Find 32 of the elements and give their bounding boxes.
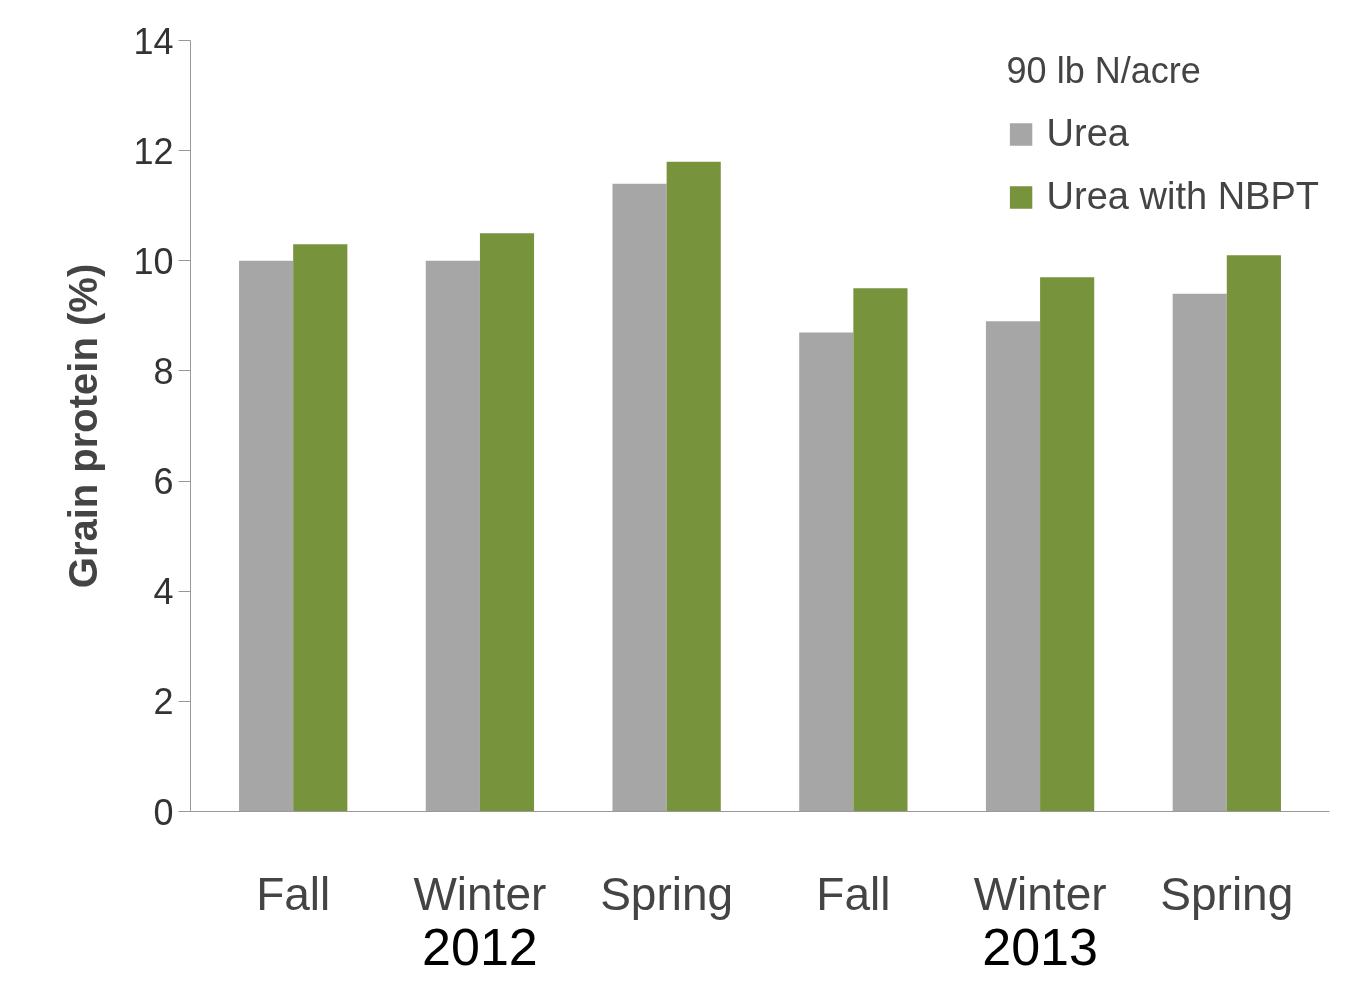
bar: [239, 260, 294, 812]
y-tick-label: 14: [133, 20, 174, 62]
x-tick-label: Fall: [256, 867, 331, 920]
y-axis-title: Grain protein (%): [61, 263, 106, 589]
bar: [612, 183, 667, 812]
x-tick-label: Fall: [816, 867, 891, 920]
y-tick-label: 12: [133, 130, 174, 172]
bar: [425, 260, 480, 812]
x-tick-label: Spring: [1160, 867, 1294, 920]
y-tick-label: 8: [153, 350, 174, 392]
bar: [666, 161, 721, 812]
legend-label: Urea with NBPT: [1046, 175, 1319, 218]
bar: [1172, 293, 1227, 812]
bar: [799, 332, 854, 812]
bar: [985, 321, 1041, 812]
text: 2013: [982, 917, 1098, 976]
bar: [293, 244, 348, 812]
bar: [1226, 255, 1281, 812]
legend-title: 90 lb N/acre: [1006, 50, 1202, 92]
bar: [1040, 277, 1095, 812]
bar: [479, 233, 535, 812]
y-tick-label: 2: [153, 681, 174, 723]
x-tick-label: Winter: [413, 867, 547, 920]
x-tick-label: Winter: [973, 867, 1107, 920]
bar: [853, 288, 908, 812]
x-tick-label: Spring: [600, 867, 734, 920]
y-tick-label: 6: [153, 461, 174, 503]
y-tick-label: 10: [133, 240, 174, 282]
legend-label: Urea: [1046, 112, 1129, 155]
y-tick-label: 4: [153, 571, 174, 613]
y-tick-label: 0: [153, 791, 174, 833]
text: 2012: [422, 917, 538, 976]
